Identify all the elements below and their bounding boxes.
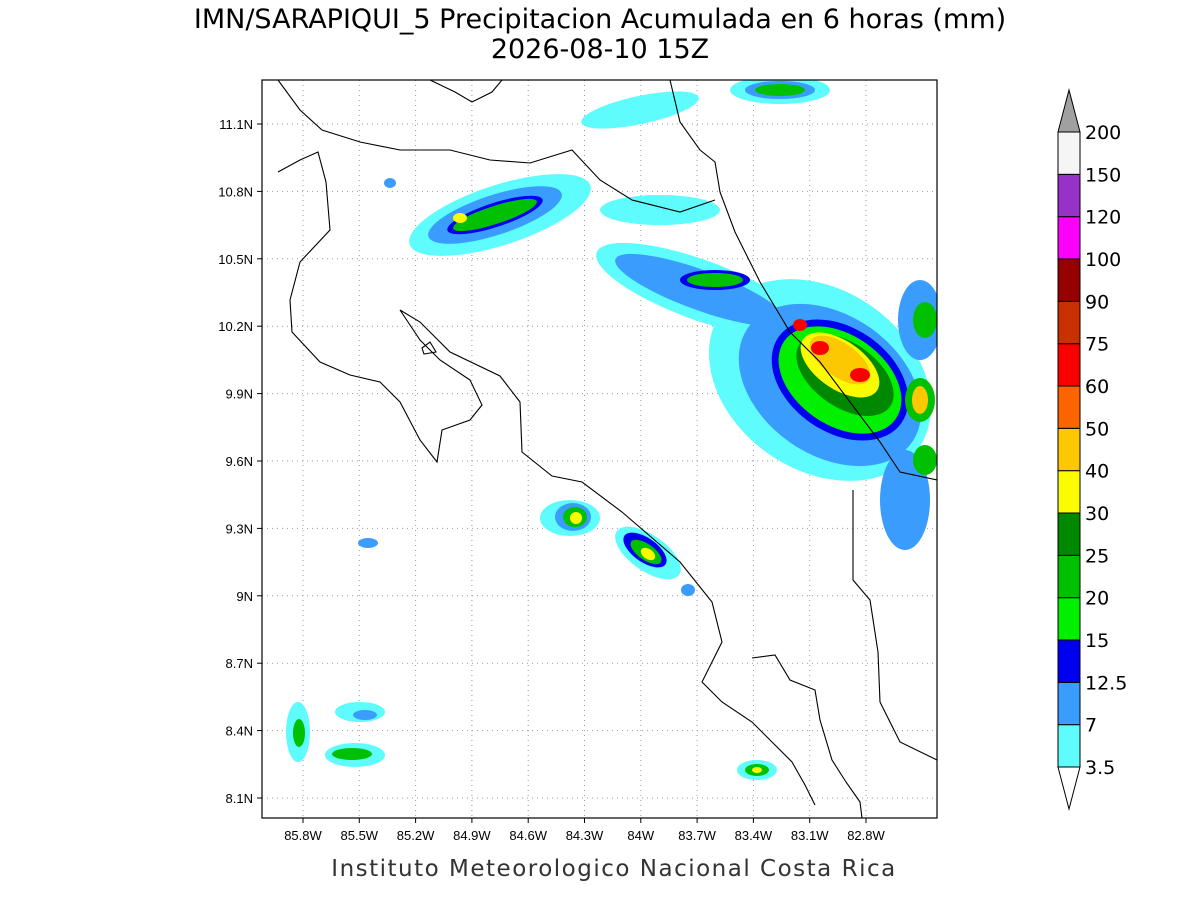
colorbar-label: 100 [1085,249,1121,271]
lat-label: 8.1N [226,791,253,806]
colorbar-box [1057,554,1081,599]
lat-label: 9.3N [226,521,253,536]
lat-label: 10.8N [218,184,253,199]
colorbar-box [1057,385,1081,429]
footer: Instituto Meteorologico Nacional Costa R… [331,856,896,882]
colorbar-box [1057,681,1081,726]
lon-label: 84W [627,828,654,843]
colorbar-label: 60 [1085,376,1109,398]
lon-label: 83.4W [735,828,773,843]
lon-label: 84.3W [566,828,604,843]
colorbar-label: 120 [1085,207,1121,229]
colorbar-label: 30 [1085,503,1109,525]
colorbar-box [1057,131,1081,175]
title: IMN/SARAPIQUI_5 Precipitacion Acumulada … [194,4,1006,35]
colorbar-label: 12.5 [1085,672,1127,694]
colorbar-label: 200 [1085,122,1121,144]
colorbar-box [1057,343,1081,387]
lat-label: 9.9N [226,387,253,402]
lon-label: 84.9W [453,828,491,843]
lat-label: 11.1N [219,117,253,132]
colorbar-box [1057,597,1081,641]
lat-label: 10.2N [218,319,253,334]
lon-label: 82.8W [847,828,885,843]
lon-label: 83.1W [791,828,829,843]
colorbar-box [1057,216,1081,260]
lat-label: 8.4N [226,724,253,739]
colorbar-label: 25 [1085,545,1109,567]
coastlines [277,80,937,818]
colorbar-label: 15 [1085,630,1109,652]
colorbar-label: 90 [1085,291,1109,313]
lat-label: 9.6N [226,454,253,469]
colorbar-box [1057,512,1081,556]
colorbar-box [1057,639,1081,683]
colorbar-label: 3.5 [1085,757,1115,779]
colorbar-label: 75 [1085,334,1109,356]
colorbar-box [1057,724,1081,768]
colorbar-box [1057,173,1081,218]
colorbar-above [1057,88,1081,133]
colorbar-box [1057,300,1081,345]
colorbar-box [1057,427,1081,472]
precipitation [286,80,937,780]
colorbar-label: 50 [1085,418,1109,440]
subtitle: 2026-08-10 15Z [491,34,709,65]
colorbar-label: 20 [1085,588,1109,610]
map-area [262,80,937,818]
colorbar-below [1057,766,1081,811]
colorbar-label: 150 [1085,164,1121,186]
lat-label: 8.7N [226,656,253,671]
lon-label: 84.6W [509,828,547,843]
lon-label: 85.5W [341,828,379,843]
lon-label: 85.2W [397,828,435,843]
lon-label: 83.7W [678,828,716,843]
lon-label: 85.8W [284,828,322,843]
lat-label: 10.5N [218,252,253,267]
map-frame [261,79,938,819]
colorbar-label: 40 [1085,461,1109,483]
grid [262,80,937,818]
colorbar-label: 7 [1085,715,1097,737]
colorbar: 3.5 7 12.5 15 20 25 30 40 50 60 75 90 100 120 150 200 [1057,88,1127,811]
axes: 11.1N 10.8N 10.5N 10.2N 9.9N 9.6N 9.3N 9N 8.7N 8.… [218,117,885,843]
colorbar-box [1057,470,1081,514]
lat-label: 9N [236,589,253,604]
colorbar-box [1057,258,1081,302]
